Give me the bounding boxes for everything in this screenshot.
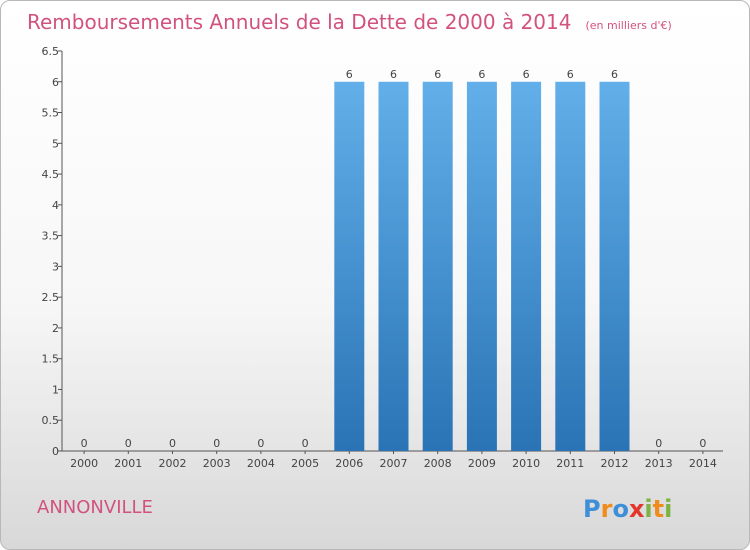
y-tick-label: 5.5	[42, 107, 60, 120]
logo-letter: P	[583, 495, 601, 523]
y-tick-label: 2	[52, 322, 59, 335]
x-tick-label: 2003	[203, 457, 231, 470]
bar	[511, 81, 542, 452]
data-label: 6	[478, 68, 485, 81]
x-tick-label: 2012	[601, 457, 629, 470]
chart-title-main: Remboursements Annuels de la Dette de 20…	[27, 10, 571, 34]
bar	[422, 81, 453, 452]
data-label: 0	[169, 437, 176, 450]
x-tick-label: 2007	[380, 457, 408, 470]
x-tick-label: 2001	[114, 457, 142, 470]
y-tick-label: 6	[52, 76, 59, 89]
commune-name: ANNONVILLE	[37, 497, 153, 518]
data-label: 0	[125, 437, 132, 450]
bar	[555, 81, 586, 452]
y-tick-label: 1.5	[42, 353, 60, 366]
data-label: 0	[699, 437, 706, 450]
data-label: 6	[390, 68, 397, 81]
data-label: 6	[523, 68, 530, 81]
data-label: 6	[567, 68, 574, 81]
logo-letter: r	[601, 495, 613, 523]
logo-letter: x	[629, 495, 645, 523]
x-tick-label: 2000	[70, 457, 98, 470]
x-tick-label: 2011	[556, 457, 584, 470]
data-label: 6	[434, 68, 441, 81]
y-tick-label: 0.5	[42, 414, 60, 427]
chart-title-unit: (en milliers d'€)	[585, 19, 671, 32]
x-tick-label: 2002	[159, 457, 187, 470]
y-tick-label: 1	[52, 383, 59, 396]
data-label: 0	[655, 437, 662, 450]
logo-letter: i	[644, 495, 652, 523]
y-tick-label: 3	[52, 260, 59, 273]
y-tick-label: 5	[52, 137, 59, 150]
y-tick-label: 6.5	[42, 45, 60, 58]
bar	[378, 81, 409, 452]
data-label: 6	[611, 68, 618, 81]
logo-letter: t	[653, 495, 664, 523]
x-tick-label: 2014	[689, 457, 717, 470]
x-tick-label: 2010	[512, 457, 540, 470]
y-tick-label: 3.5	[42, 230, 60, 243]
x-tick-label: 2005	[291, 457, 319, 470]
x-tick-label: 2004	[247, 457, 275, 470]
data-label: 0	[81, 437, 88, 450]
data-label: 6	[346, 68, 353, 81]
x-tick-label: 2009	[468, 457, 496, 470]
data-label: 0	[213, 437, 220, 450]
bar	[334, 81, 365, 452]
proxiti-logo: Proxiti	[583, 495, 672, 523]
x-tick-label: 2006	[335, 457, 363, 470]
x-tick-label: 2008	[424, 457, 452, 470]
bar	[466, 81, 497, 452]
y-tick-label: 2.5	[42, 291, 60, 304]
data-label: 0	[302, 437, 309, 450]
data-label: 0	[257, 437, 264, 450]
bar	[599, 81, 630, 452]
x-tick-label: 2013	[645, 457, 673, 470]
chart-title: Remboursements Annuels de la Dette de 20…	[27, 10, 672, 34]
logo-letter: o	[612, 495, 629, 523]
y-tick-label: 4	[52, 199, 59, 212]
y-tick-label: 0	[52, 445, 59, 458]
plot-area: 0 0.5 1 1.5 2 2.5 3 3.5 4 4.5 5 5.5 6 6.5 0 2000 0 2001 0 2…	[42, 45, 723, 470]
y-tick-label: 4.5	[42, 168, 60, 181]
logo-letter: i	[664, 495, 672, 523]
